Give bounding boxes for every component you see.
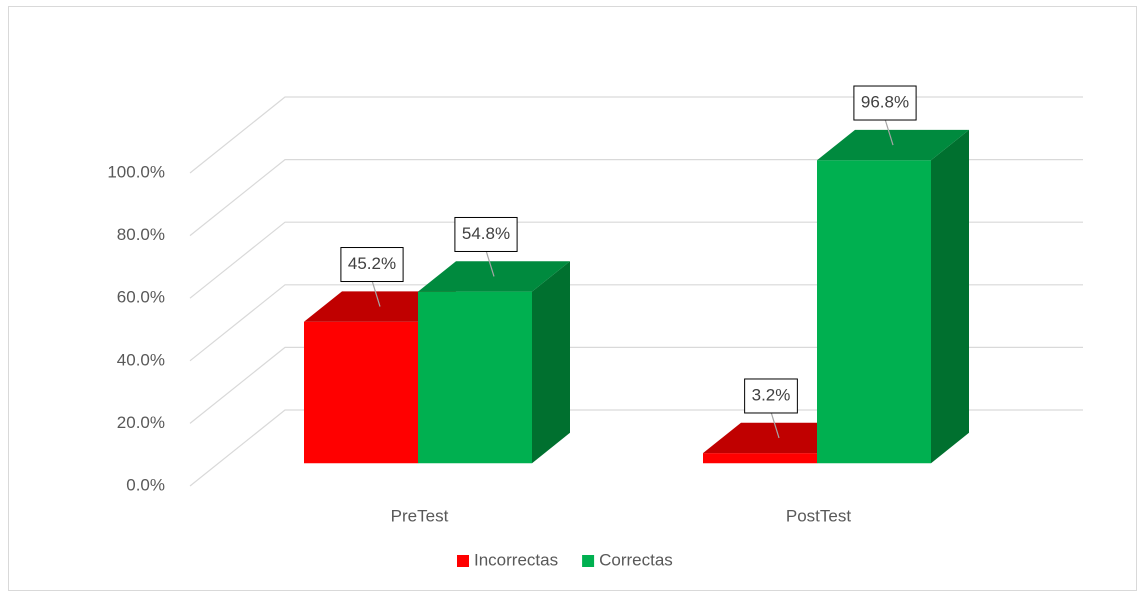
bar-front: [304, 321, 418, 464]
leader-line: [770, 411, 780, 439]
y-tick-label: 0.0%: [126, 475, 165, 494]
value-label: 96.8%: [861, 93, 909, 112]
value-label: 3.2%: [752, 385, 791, 404]
value-label: 45.2%: [348, 254, 396, 273]
value-label-box: [744, 378, 798, 414]
y-tick-label: 60.0%: [117, 288, 165, 307]
y-tick-label: 20.0%: [117, 413, 165, 432]
grid-line: [189, 159, 1083, 237]
bar-front: [418, 291, 532, 464]
value-label-box: [454, 216, 518, 252]
y-tick-label: 40.0%: [117, 350, 165, 369]
x-tick-label: PostTest: [786, 506, 851, 525]
grid-line: [189, 96, 1083, 174]
y-tick-label: 100.0%: [107, 162, 165, 181]
value-label-box: [340, 247, 404, 283]
legend-swatch: [582, 555, 595, 567]
legend-swatch: [457, 555, 469, 567]
bar-front: [703, 453, 817, 464]
value-label-box: [853, 85, 917, 121]
bar-front: [817, 160, 931, 464]
leader-line: [485, 250, 495, 277]
leader-line: [884, 118, 894, 146]
legend-label: Incorrectas: [474, 550, 558, 569]
x-tick-label: PreTest: [391, 506, 449, 525]
leader-line: [371, 280, 381, 307]
bar-side: [532, 261, 570, 464]
legend-label: Correctas: [599, 550, 673, 569]
value-label: 54.8%: [462, 224, 510, 243]
bar-side: [931, 129, 969, 464]
y-tick-label: 80.0%: [117, 225, 165, 244]
